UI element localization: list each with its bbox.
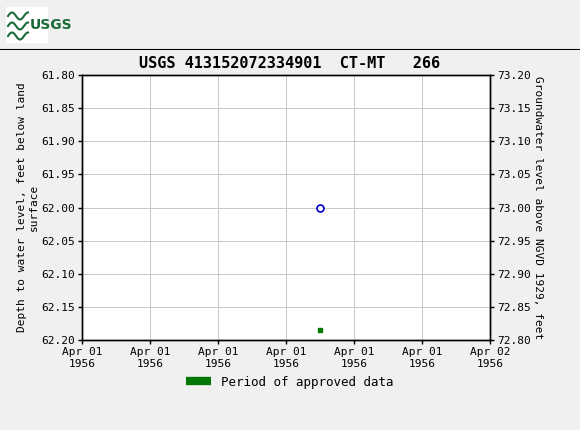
Y-axis label: Depth to water level, feet below land
surface: Depth to water level, feet below land su… <box>17 83 38 332</box>
Text: USGS: USGS <box>30 18 72 32</box>
Text: USGS 413152072334901  CT-MT   266: USGS 413152072334901 CT-MT 266 <box>139 55 441 71</box>
Legend: Period of approved data: Period of approved data <box>181 371 399 394</box>
Bar <box>6 7 48 43</box>
Y-axis label: Groundwater level above NGVD 1929, feet: Groundwater level above NGVD 1929, feet <box>534 76 543 339</box>
